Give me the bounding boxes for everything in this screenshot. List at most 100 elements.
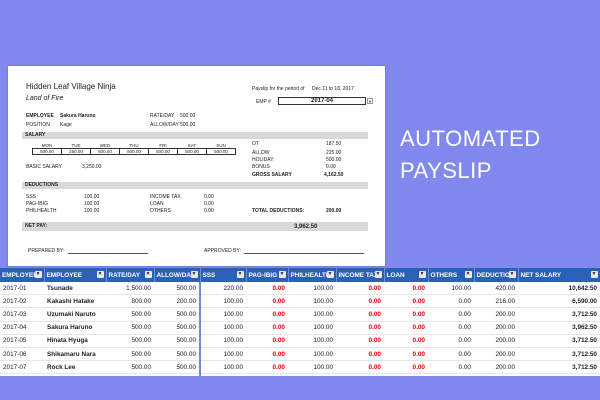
table-cell[interactable]: 0.00 xyxy=(336,282,384,296)
table-cell[interactable]: 200.00 xyxy=(474,334,518,348)
table-cell[interactable]: 500.00 xyxy=(154,373,201,376)
table-cell[interactable]: 0.00 xyxy=(428,294,474,309)
table-row[interactable]: 2017-05 Hinata Hyuga 500.00 500.00 100.00 0.0… xyxy=(0,334,600,348)
table-cell[interactable]: Shikamaru Nara xyxy=(44,347,106,362)
column-header[interactable]: OTHERS ▼ xyxy=(428,268,475,282)
table-cell[interactable]: 0.00 xyxy=(384,307,428,322)
table-cell[interactable]: 500.00 xyxy=(106,307,154,322)
table-cell[interactable]: 0.00 xyxy=(336,347,384,362)
column-header[interactable]: EMPLOYEE ▼ xyxy=(0,268,45,282)
table-cell[interactable]: 100.00 xyxy=(428,282,474,296)
filter-dropdown-icon[interactable]: ▼ xyxy=(464,271,472,278)
table-row[interactable]: 2017-06 Shikamaru Nara 500.00 500.00 100.00 0… xyxy=(0,347,600,362)
table-cell[interactable]: 0.00 xyxy=(246,347,288,362)
column-header[interactable]: PHILHEALTH ▼ xyxy=(288,268,337,282)
table-cell[interactable]: 100.00 xyxy=(200,321,246,335)
table-cell[interactable]: 3,712.50 xyxy=(518,373,600,376)
table-cell[interactable]: 200.00 xyxy=(474,360,518,375)
table-cell[interactable]: 0.00 xyxy=(336,307,384,322)
table-cell[interactable]: 100.00 xyxy=(288,373,336,376)
table-cell[interactable]: 10,642.50 xyxy=(518,282,600,296)
filter-dropdown-icon[interactable]: ▼ xyxy=(190,271,198,278)
table-cell[interactable]: Tsunade xyxy=(44,282,106,296)
table-cell[interactable]: 200.00 xyxy=(474,347,518,362)
table-cell[interactable]: 2017-06 xyxy=(0,347,44,362)
table-cell[interactable]: 100.00 xyxy=(288,334,336,348)
table-cell[interactable]: 2017-04 xyxy=(0,321,44,335)
table-cell[interactable]: 100.00 xyxy=(288,294,336,309)
table-cell[interactable]: 200.00 xyxy=(154,294,201,309)
table-cell[interactable]: 0.00 xyxy=(336,360,384,375)
table-cell[interactable]: 3,712.50 xyxy=(518,347,600,362)
table-cell[interactable]: Kakashi Hatake xyxy=(44,294,106,309)
table-cell[interactable]: 6,590.00 xyxy=(518,294,600,309)
table-cell[interactable]: 0.00 xyxy=(336,321,384,335)
table-cell[interactable]: 3,712.50 xyxy=(518,307,600,322)
table-cell[interactable]: Choji Akimichi xyxy=(44,373,106,376)
emp-number-select[interactable]: 2017-04 xyxy=(278,97,366,105)
table-cell[interactable]: 3,712.50 xyxy=(518,334,600,348)
table-cell[interactable]: 0.00 xyxy=(246,294,288,309)
table-cell[interactable]: 0.00 xyxy=(246,321,288,335)
filter-dropdown-icon[interactable]: ▼ xyxy=(326,271,334,278)
table-cell[interactable]: Uzumaki Naruto xyxy=(44,307,106,322)
table-cell[interactable]: 0.00 xyxy=(246,373,288,376)
table-cell[interactable]: 0.00 xyxy=(336,334,384,348)
table-cell[interactable]: 0.00 xyxy=(246,360,288,375)
table-cell[interactable]: 500.00 xyxy=(154,282,201,296)
column-header[interactable]: LOAN ▼ xyxy=(384,268,429,282)
table-cell[interactable]: 0.00 xyxy=(384,334,428,348)
table-cell[interactable]: 100.00 xyxy=(288,347,336,362)
table-cell[interactable]: 500.00 xyxy=(106,334,154,348)
table-cell[interactable]: 3,962.50 xyxy=(518,321,600,335)
table-cell[interactable]: 100.00 xyxy=(200,347,246,362)
table-cell[interactable]: 0.00 xyxy=(246,307,288,322)
table-cell[interactable]: 0.00 xyxy=(336,294,384,309)
filter-dropdown-icon[interactable]: ▼ xyxy=(374,271,382,278)
table-cell[interactable]: 500.00 xyxy=(154,321,201,335)
column-header[interactable]: PAG-IBIG ▼ xyxy=(246,268,289,282)
filter-dropdown-icon[interactable]: ▼ xyxy=(144,271,152,278)
table-cell[interactable]: 100.00 xyxy=(288,282,336,296)
filter-dropdown-icon[interactable]: ▼ xyxy=(508,271,516,278)
table-cell[interactable]: 2017-01 xyxy=(0,282,44,296)
column-header[interactable]: EMPLOYEE ▼ xyxy=(44,268,107,282)
column-header[interactable]: RATE/DAY ▼ xyxy=(106,268,155,282)
filter-dropdown-icon[interactable]: ▼ xyxy=(96,271,104,278)
table-cell[interactable]: 0.00 xyxy=(384,282,428,296)
table-cell[interactable]: 0.00 xyxy=(428,373,474,376)
table-cell[interactable]: Sakura Haruno xyxy=(44,321,106,335)
table-cell[interactable]: 500.00 xyxy=(106,347,154,362)
column-header[interactable]: ALLOW/DA ▼ xyxy=(154,268,201,282)
chevron-down-icon[interactable]: ▼ xyxy=(367,98,373,104)
table-row[interactable]: 2017-04 Sakura Haruno 500.00 500.00 100.00 0.… xyxy=(0,321,600,335)
table-cell[interactable]: 0.00 xyxy=(428,334,474,348)
table-cell[interactable]: 200.00 xyxy=(474,373,518,376)
table-cell[interactable]: 100.00 xyxy=(200,334,246,348)
table-cell[interactable]: 200.00 xyxy=(474,321,518,335)
table-cell[interactable]: 100.00 xyxy=(288,321,336,335)
table-cell[interactable]: 100.00 xyxy=(288,307,336,322)
table-cell[interactable]: 0.00 xyxy=(428,347,474,362)
table-cell[interactable]: 0.00 xyxy=(246,334,288,348)
table-cell[interactable]: 3,712.50 xyxy=(518,360,600,375)
table-cell[interactable]: 500.00 xyxy=(154,360,201,375)
table-cell[interactable]: Rock Lee xyxy=(44,360,106,375)
table-cell[interactable]: 2017-02 xyxy=(0,294,44,309)
table-cell[interactable]: 500.00 xyxy=(106,360,154,375)
table-cell[interactable]: 2017-07 xyxy=(0,360,44,375)
table-cell[interactable]: 500.00 xyxy=(154,347,201,362)
table-cell[interactable]: 0.00 xyxy=(428,321,474,335)
column-header[interactable]: SSS ▼ xyxy=(200,268,247,282)
table-cell[interactable]: 420.00 xyxy=(474,282,518,296)
column-header[interactable]: DEDUCTION ▼ xyxy=(474,268,519,282)
table-cell[interactable]: 800.00 xyxy=(106,294,154,309)
table-cell[interactable]: 0.00 xyxy=(384,347,428,362)
filter-dropdown-icon[interactable]: ▼ xyxy=(278,271,286,278)
table-cell[interactable]: 500.00 xyxy=(154,307,201,322)
table-cell[interactable]: 0.00 xyxy=(336,373,384,376)
table-cell[interactable]: 0.00 xyxy=(428,360,474,375)
table-cell[interactable]: 2017-08 xyxy=(0,373,44,376)
table-cell[interactable]: 500.00 xyxy=(106,373,154,376)
column-header[interactable]: NET SALARY ▼ xyxy=(518,268,600,282)
